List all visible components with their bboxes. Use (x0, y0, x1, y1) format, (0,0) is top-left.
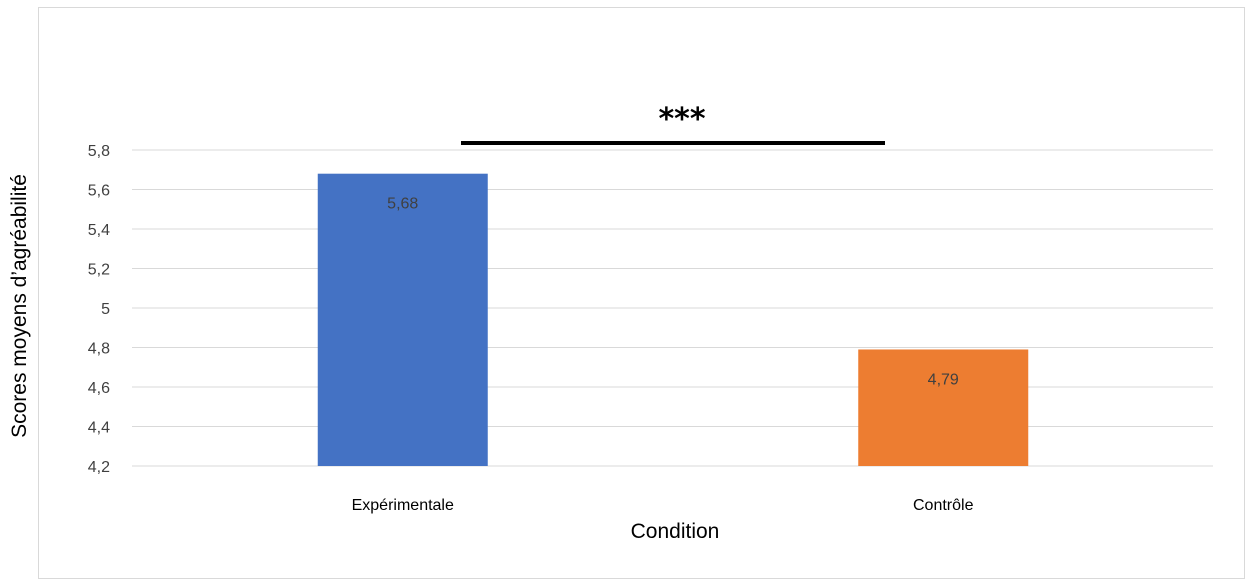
y-tick-labels: 4,2 4,4 4,6 4,8 5 5,2 5,4 5,6 5,8 (88, 143, 110, 476)
y-tick-label: 4,2 (88, 459, 110, 476)
data-label: 4,79 (928, 371, 959, 388)
y-tick-label: 4,8 (88, 341, 110, 358)
y-tick-label: 5,8 (88, 143, 110, 160)
y-tick-label: 4,4 (88, 420, 110, 437)
category-label: Contrôle (913, 497, 974, 514)
y-tick-label: 5,4 (88, 222, 110, 239)
y-axis-title: Scores moyens d’agréabilité (8, 174, 31, 438)
category-label: Expérimentale (352, 497, 454, 514)
gridlines (132, 149, 1213, 467)
y-tick-label: 5,6 (88, 183, 110, 200)
category-labels: Expérimentale Contrôle (352, 497, 974, 514)
y-tick-label: 5 (101, 301, 110, 318)
bar (858, 349, 1029, 466)
chart-area (38, 7, 1245, 579)
bars (317, 173, 1029, 466)
data-label: 5,68 (387, 196, 418, 213)
x-axis-title: Condition (631, 520, 720, 543)
y-tick-label: 5,2 (88, 262, 110, 279)
y-tick-label: 4,6 (88, 380, 110, 397)
data-labels: 5,68 4,79 (387, 196, 959, 389)
significance-label: *** (658, 102, 705, 137)
bar (317, 173, 488, 466)
